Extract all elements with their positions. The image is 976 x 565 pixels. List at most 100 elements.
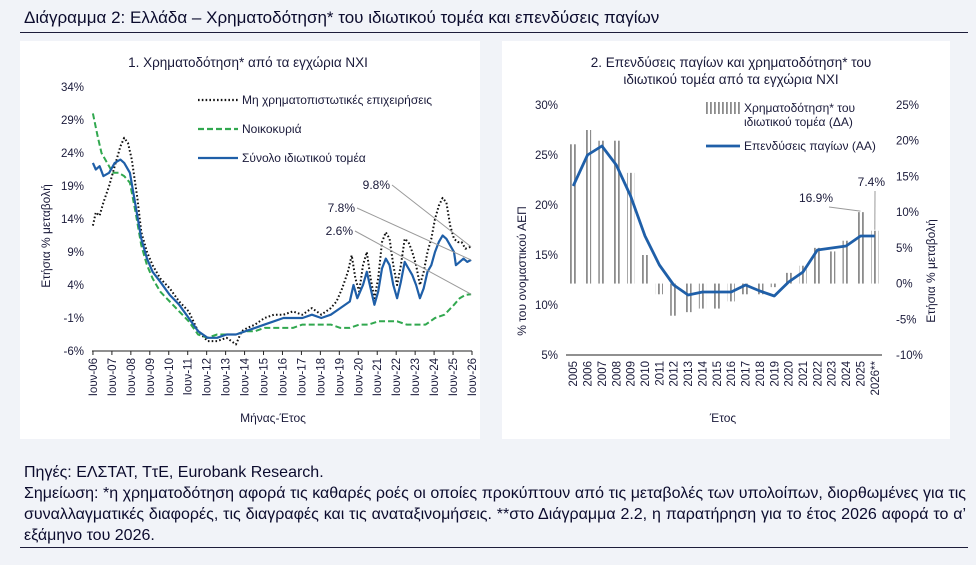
chart2-x-tick-label: 2007: [597, 361, 609, 387]
chart1-x-tick-label: Ιουν-08: [126, 358, 138, 396]
chart2-x-tick-label: 2026**: [870, 360, 882, 395]
chart1-x-tick-label: Ιουν-07: [107, 358, 119, 396]
chart2-x-tick-label: 2011: [654, 361, 666, 386]
chart2-x-tick-label: 2015: [712, 361, 724, 387]
chart2-line: [571, 144, 875, 298]
chart2-bar: [713, 283, 721, 309]
chart2-x-tick-label: 2009: [626, 361, 638, 387]
chart2-axes: 5% 10% 15% 20% 25% 30% -10% -5% 0% 5% 10% 15% 20% 25%…: [535, 100, 923, 396]
chart1-series-line-1: [91, 136, 472, 346]
chart2-bar: [655, 283, 663, 295]
chart2-y2-tick-label: 25%: [896, 100, 919, 112]
chart2-x-tick-label: 2021: [798, 361, 810, 387]
chart1-series-line-2: [91, 113, 472, 339]
chart2-y-axis-title: % του ονομαστικού ΑΕΠ: [515, 206, 529, 336]
chart2-bar: [871, 230, 879, 284]
chart2-y2-tick-label: -10%: [896, 350, 923, 362]
chart2-bar: [856, 212, 865, 284]
footnotes-divider: [20, 547, 968, 548]
chart2-legend-swatch-bars: [706, 102, 740, 114]
chart1-y-tick-label: -6%: [64, 346, 84, 358]
chart1-series-line-3: [91, 158, 472, 339]
credit-growth-chart: 1. Χρηματοδότηση* από τα εγχώρια ΝΧΙ -6%…: [39, 55, 479, 425]
chart1-y-tick-label: 34%: [61, 82, 84, 94]
chart1-annotations: 2.6% 7.8% 9.8%: [326, 178, 472, 295]
chart2-legend-label: Επενδύσεις παγίων (ΑΑ): [744, 139, 876, 153]
chart1-legend-label: Μη χρηματοπιστωτικές επιχειρήσεις: [242, 93, 432, 107]
chart2-x-tick-label: 2025: [855, 361, 867, 387]
chart1-x-tick-label: Ιουν-19: [334, 358, 346, 396]
chart1-x-tick-label: Ιουν-10: [164, 358, 176, 396]
chart1-y-tick-label: 24%: [61, 148, 84, 160]
chart1-x-tick-label: Ιουν-24: [429, 357, 441, 396]
chart1-x-tick-label: Ιουν-22: [391, 358, 403, 396]
chart1-y-tick-label: 14%: [61, 214, 84, 226]
chart2-bar: [698, 283, 707, 309]
chart1-legend: Μη χρηματοπιστωτικές επιχειρήσεις Νοικοκυ…: [198, 93, 432, 165]
chart2-legend-label-line: ιδιωτικού τομέα (ΔΑ): [744, 115, 853, 129]
chart2-annotation-label: 16.9%: [799, 191, 833, 205]
chart2-y2-tick-label: -5%: [896, 314, 916, 326]
chart2-bar: [756, 283, 764, 295]
chart2-legend-label-line: Χρηματοδότηση* του: [744, 101, 855, 115]
chart1-legend-label: Σύνολο ιδιωτικού τομέα: [242, 151, 366, 165]
chart2-y-tick-label: 20%: [535, 200, 558, 212]
chart2-y2-tick-label: 15%: [896, 171, 919, 183]
chart1-y-tick-label: -1%: [64, 313, 84, 325]
chart2-x-tick-label: 2023: [827, 361, 839, 387]
chart2-bar: [569, 144, 577, 284]
chart-panel-2: 2. Επενδύσεις παγίων και χρηματοδότηση* …: [502, 41, 950, 439]
chart2-y-tick-label: 10%: [535, 300, 558, 312]
chart1-y-tick-label: 19%: [61, 181, 84, 193]
chart1-x-tick-label: Ιουν-18: [315, 358, 327, 396]
chart2-y-tick-label: 5%: [541, 350, 558, 362]
footnotes: Πηγές: ΕΛΣΤΑΤ, ΤτΕ, Eurobank Research. Σ…: [24, 462, 966, 546]
chart1-x-tick-label: Ιουν-12: [202, 358, 214, 396]
chart2-x-tick-label: 2020: [784, 361, 796, 387]
chart1-x-tick-label: Ιουν-23: [410, 358, 422, 396]
chart2-bar: [741, 283, 750, 295]
chart1-axes: -6% -1% 4% 9% 14% 19% 24% 29% 34% Ιουν-06 Ιουν-07 Ι…: [61, 82, 479, 396]
chart2-annotations: 16.9% 7.4%: [799, 175, 885, 230]
chart1-annotation-label: 9.8%: [363, 178, 391, 192]
chart2-bar: [770, 283, 778, 288]
chart1-title: 1. Χρηματοδότηση* από τα εγχώρια ΝΧΙ: [128, 55, 368, 70]
chart1-annotation-leader: [354, 230, 472, 295]
chart2-annotation-label: 7.4%: [858, 175, 886, 189]
chart1-x-tick-label: Ιουν-14: [240, 357, 252, 396]
chart2-bar: [598, 140, 606, 284]
chart1-x-tick-label: Ιουν-20: [353, 358, 365, 396]
chart2-x-tick-label: 2022: [812, 361, 824, 387]
chart1-annotation-label: 7.8%: [328, 201, 356, 215]
chart2-bar: [828, 251, 836, 284]
chart1-x-tick-label: Ιουν-26: [467, 358, 479, 396]
chart1-x-axis-title: Μήνας-Έτος: [240, 411, 306, 425]
chart2-x-tick-label: 2008: [611, 361, 623, 387]
chart2-x-tick-label: 2019: [769, 361, 781, 387]
chart2-y2-axis-title: Ετήσια % μεταβολή: [924, 219, 938, 323]
chart2-y-tick-label: 15%: [535, 250, 558, 262]
chart1-x-tick-label: Ιουν-25: [448, 358, 460, 396]
chart2-y-tick-label: 30%: [535, 100, 558, 112]
chart2-bar: [641, 255, 649, 284]
chart2-y2-tick-label: 10%: [896, 207, 919, 219]
chart2-x-tick-label: 2006: [583, 361, 595, 387]
chart1-y-tick-label: 29%: [61, 115, 84, 127]
chart1-annotation-leader: [391, 184, 472, 248]
chart2-y2-tick-label: 5%: [896, 243, 913, 255]
chart2-bar: [842, 240, 850, 284]
sources-text: Πηγές: ΕΛΣΤΑΤ, ΤτΕ, Eurobank Research.: [24, 464, 324, 481]
chart2-title: 2. Επενδύσεις παγίων και χρηματοδότηση* …: [591, 55, 872, 87]
chart2-x-tick-label: 2014: [697, 360, 709, 386]
chart2-x-tick-label: 2024: [841, 360, 853, 386]
chart2-y-tick-label: 25%: [535, 150, 558, 162]
chart1-legend-label: Νοικοκυριά: [242, 122, 302, 136]
chart2-bar: [612, 140, 620, 284]
chart2-x-tick-label: 2005: [568, 361, 580, 387]
chart2-bar: [583, 130, 592, 284]
chart2-bar: [813, 247, 821, 284]
chart1-x-tick-label: Ιουν-06: [88, 358, 100, 396]
chart1-x-tick-label: Ιουν-17: [296, 358, 308, 396]
chart2-bar: [684, 283, 692, 313]
title-divider: [20, 32, 968, 33]
